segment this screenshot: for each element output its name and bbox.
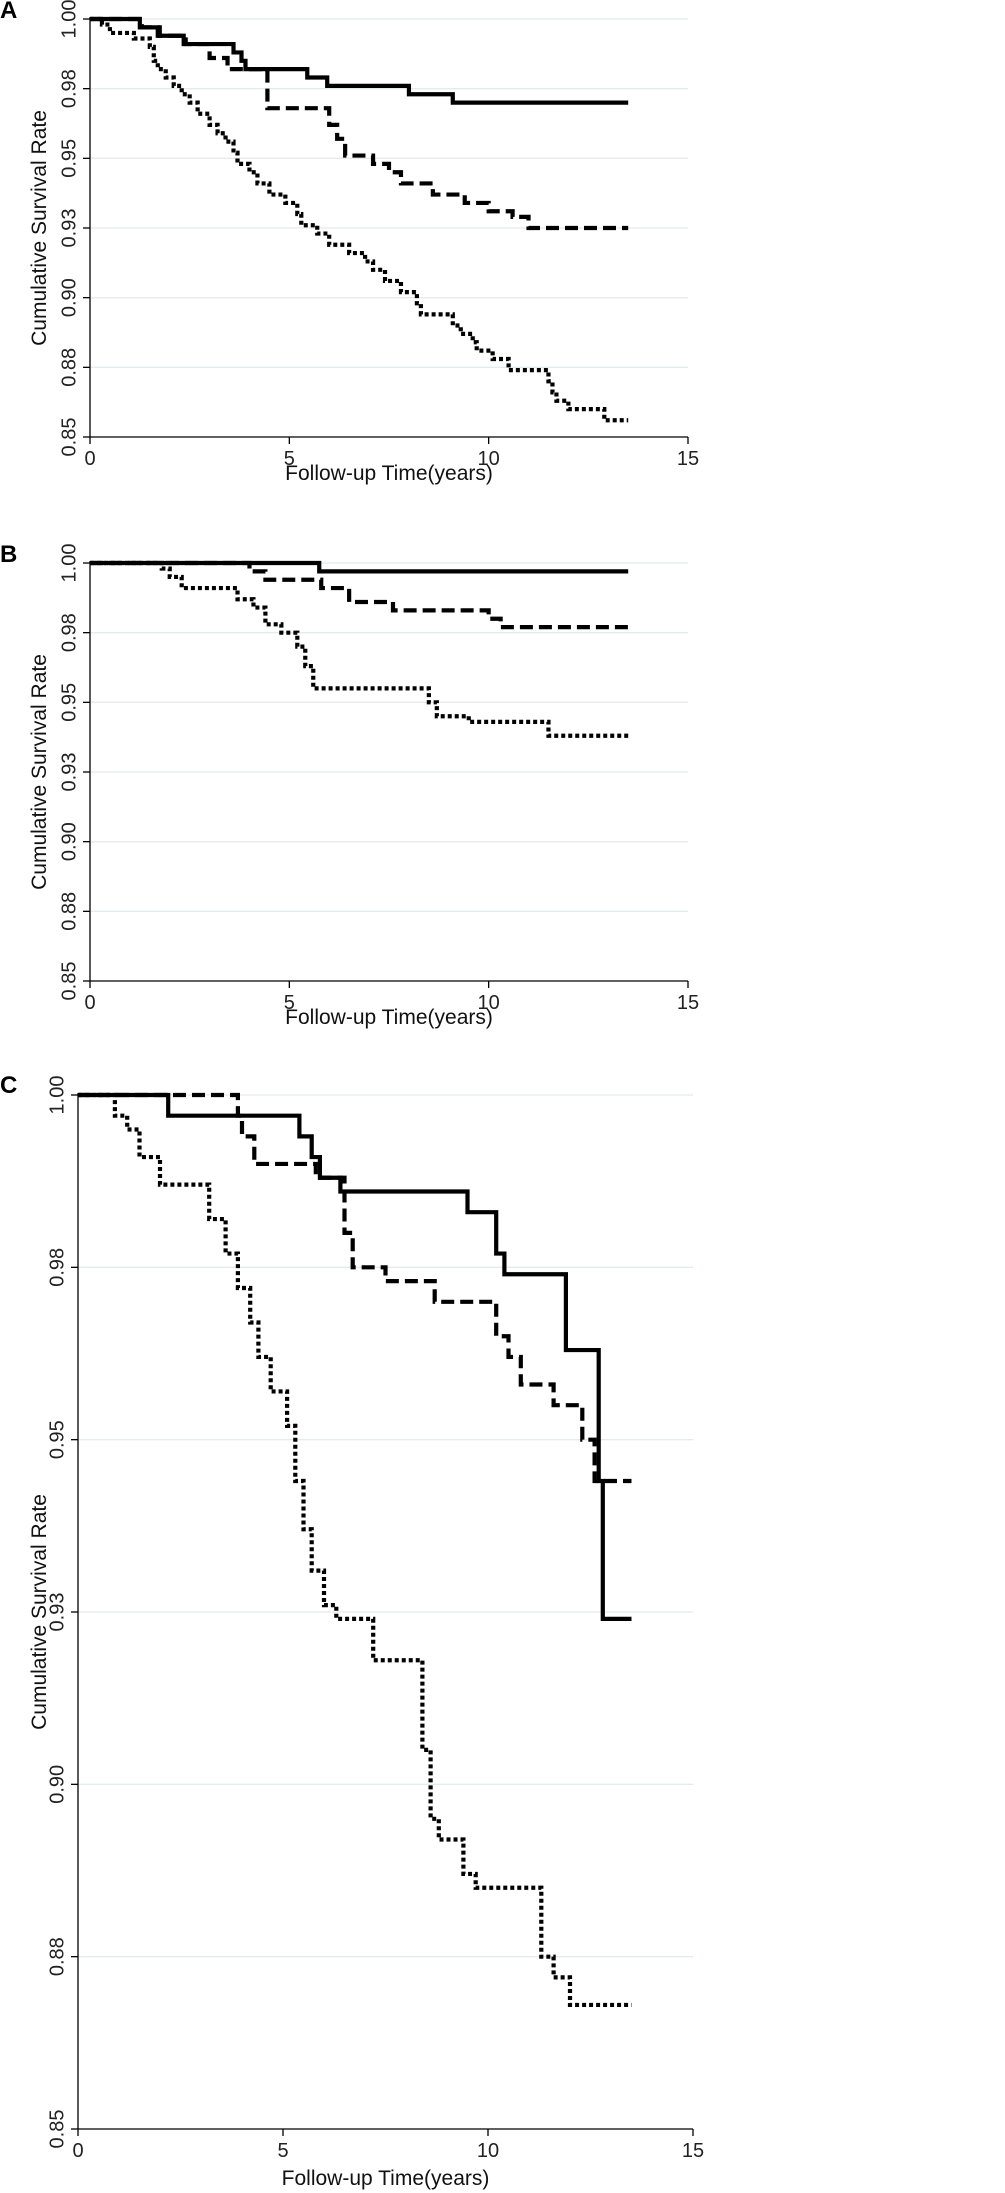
y-tick-label: 0.98 <box>58 613 80 652</box>
tick-labels: 0.85 0.88 0.90 0.93 0.95 0.98 1.00 0 5 10 15 <box>58 544 699 1014</box>
x-tick-label: 5 <box>284 448 295 470</box>
x-tick-label: 10 <box>478 992 500 1014</box>
x-tick-label: 15 <box>677 992 699 1014</box>
panel-a: A 0.85 0.88 0.90 0.93 0.95 0.98 1.00 0 5 10 15 Fol… <box>0 0 699 485</box>
survival-curves <box>78 1092 632 2008</box>
survival-curve-dotted <box>78 1092 632 2008</box>
survival-curve-solid <box>78 1092 632 1621</box>
x-axis-title: Follow-up Time(years) <box>282 2167 490 2190</box>
axes <box>71 1093 694 2136</box>
survival-curve-solid <box>90 16 629 105</box>
panel-label: B <box>0 541 17 568</box>
y-tick-label: 0.88 <box>58 348 80 387</box>
axes <box>83 561 689 988</box>
y-tick-label: 0.90 <box>58 822 80 861</box>
y-tick-label: 0.85 <box>58 418 80 457</box>
y-tick-label: 0.90 <box>46 1765 68 1804</box>
x-tick-label: 10 <box>477 2140 499 2162</box>
y-tick-label: 0.98 <box>46 1248 68 1287</box>
x-tick-label: 15 <box>677 448 699 470</box>
survival-curves <box>90 560 629 738</box>
x-tick-label: 0 <box>84 448 95 470</box>
x-tick-label: 0 <box>72 2140 83 2162</box>
y-tick-label: 0.93 <box>58 209 80 248</box>
survival-curves <box>90 16 629 423</box>
y-tick-label: 0.95 <box>58 139 80 178</box>
y-tick-label: 0.85 <box>46 2110 68 2149</box>
y-tick-label: 0.90 <box>58 278 80 317</box>
x-tick-label: 15 <box>682 2140 704 2162</box>
y-axis-title: Cumulative Survival Rate <box>28 110 51 346</box>
gridlines <box>90 18 688 368</box>
y-tick-label: 0.98 <box>58 69 80 108</box>
y-tick-label: 0.85 <box>58 962 80 1001</box>
y-tick-label: 0.93 <box>58 753 80 792</box>
y-axis-title: Cumulative Survival Rate <box>28 654 51 890</box>
y-tick-label: 0.93 <box>46 1593 68 1632</box>
panel-label: A <box>0 0 17 24</box>
x-axis-title: Follow-up Time(years) <box>285 1006 493 1029</box>
panel-b: B 0.85 0.88 0.90 0.93 0.95 0.98 1.00 0 5 10 15 Fol… <box>0 541 699 1029</box>
y-tick-label: 0.95 <box>46 1420 68 1459</box>
x-tick-label: 10 <box>478 448 500 470</box>
survival-curve-dashed <box>90 560 629 630</box>
x-tick-label: 5 <box>284 992 295 1014</box>
y-tick-label: 0.88 <box>58 892 80 931</box>
panel-label: C <box>0 1072 17 1099</box>
x-tick-label: 0 <box>84 992 95 1014</box>
survival-curve-dashed <box>78 1092 632 1484</box>
y-axis-title: Cumulative Survival Rate <box>28 1494 51 1730</box>
y-tick-label: 0.95 <box>58 683 80 722</box>
y-tick-label: 1.00 <box>58 544 80 583</box>
tick-labels: 0.85 0.88 0.90 0.93 0.95 0.98 1.00 0 5 10 15 <box>58 0 699 470</box>
y-tick-label: 1.00 <box>46 1076 68 1115</box>
survival-curve-dashed <box>90 16 629 231</box>
axes <box>83 17 689 444</box>
x-tick-label: 5 <box>277 2140 288 2162</box>
y-tick-label: 0.88 <box>46 1937 68 1976</box>
survival-curve-dotted <box>90 16 629 423</box>
panel-c: C 0.85 0.88 0.90 0.93 0.95 0.98 1.00 0 5 10 15 Fol… <box>0 1072 704 2190</box>
x-axis-title: Follow-up Time(years) <box>285 462 493 485</box>
tick-labels: 0.85 0.88 0.90 0.93 0.95 0.98 1.00 0 5 10 15 <box>46 1076 704 2162</box>
y-tick-label: 1.00 <box>58 0 80 38</box>
survival-curve-dotted <box>90 560 629 738</box>
